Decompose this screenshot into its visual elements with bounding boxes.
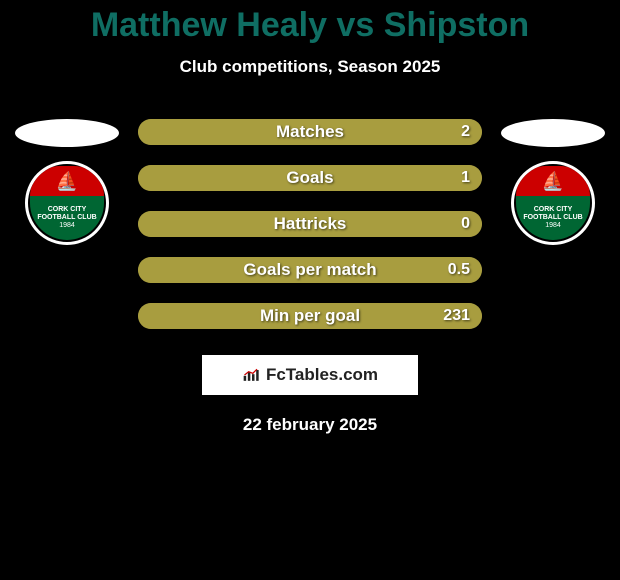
bar-chart-icon: [242, 367, 262, 383]
stat-label: Goals: [286, 168, 333, 188]
stat-value-right: 1: [461, 169, 470, 187]
stat-value-right: 231: [443, 307, 470, 325]
stat-fill-right: [310, 165, 482, 191]
stat-value-right: 0: [461, 215, 470, 233]
stat-value-right: 0.5: [448, 261, 470, 279]
badge-top-right: ⛵: [516, 166, 590, 196]
stat-bar: Hattricks 0: [138, 211, 482, 237]
stat-bar: Goals per match 0.5: [138, 257, 482, 283]
stat-bar: Matches 2: [138, 119, 482, 145]
badge-year: 1984: [59, 222, 75, 229]
stat-label: Matches: [276, 122, 344, 142]
stat-bar: Goals 1: [138, 165, 482, 191]
player-photo-right: [501, 119, 605, 147]
badge-bottom-left: CORK CITY FOOTBALL CLUB 1984: [30, 196, 104, 240]
stats-column: Matches 2 Goals 1 Hattricks 0 Goals per match 0…: [138, 119, 482, 329]
right-player-column: ⛵ CORK CITY FOOTBALL CLUB 1984: [500, 119, 606, 245]
stat-label: Hattricks: [274, 214, 347, 234]
badge-line2: FOOTBALL CLUB: [523, 214, 582, 222]
left-player-column: ⛵ CORK CITY FOOTBALL CLUB 1984: [14, 119, 120, 245]
club-badge-left: ⛵ CORK CITY FOOTBALL CLUB 1984: [25, 161, 109, 245]
watermark: FcTables.com: [202, 355, 418, 395]
club-badge-right: ⛵ CORK CITY FOOTBALL CLUB 1984: [511, 161, 595, 245]
badge-year: 1984: [545, 222, 561, 229]
ship-icon: ⛵: [542, 172, 564, 190]
badge-top-left: ⛵: [30, 166, 104, 196]
badge-line1: CORK CITY: [48, 206, 87, 214]
badge-line2: FOOTBALL CLUB: [37, 214, 96, 222]
stat-label: Goals per match: [243, 260, 376, 280]
date-line: 22 february 2025: [0, 415, 620, 435]
stat-fill-left: [138, 165, 310, 191]
badge-bottom-right: CORK CITY FOOTBALL CLUB 1984: [516, 196, 590, 240]
page-title: Matthew Healy vs Shipston: [0, 6, 620, 45]
ship-icon: ⛵: [56, 172, 78, 190]
stat-label: Min per goal: [260, 306, 360, 326]
stat-bar: Min per goal 231: [138, 303, 482, 329]
stat-value-right: 2: [461, 123, 470, 141]
comparison-panel: ⛵ CORK CITY FOOTBALL CLUB 1984 Matches 2 G…: [0, 119, 620, 329]
watermark-text: FcTables.com: [266, 365, 378, 385]
player-photo-left: [15, 119, 119, 147]
badge-line1: CORK CITY: [534, 206, 573, 214]
subtitle: Club competitions, Season 2025: [0, 57, 620, 77]
